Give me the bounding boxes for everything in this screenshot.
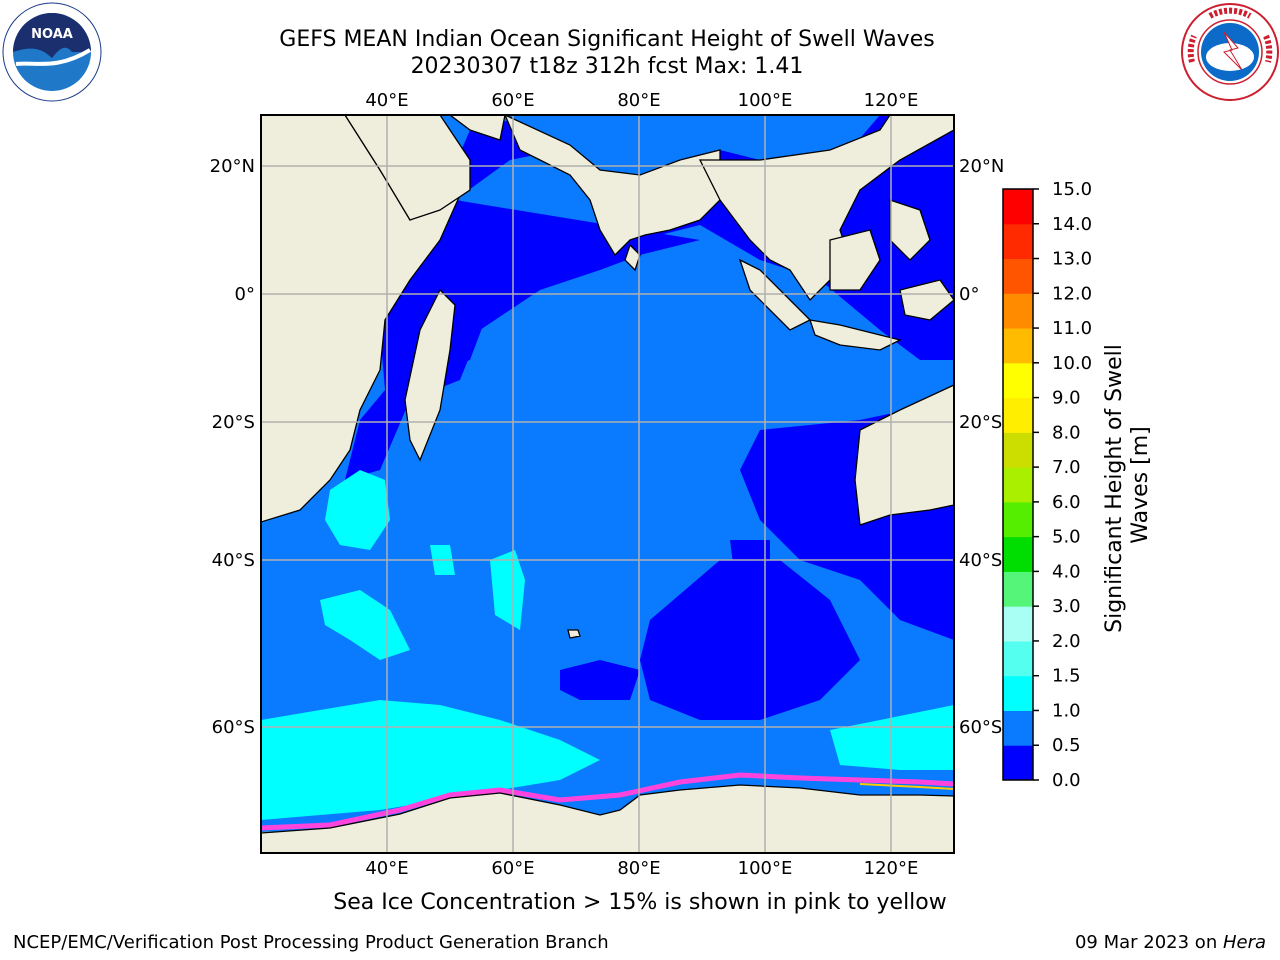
colorbar-tick-label: 1.0 <box>1052 700 1081 721</box>
footer-date: 09 Mar 2023 on Hera <box>1075 932 1266 953</box>
lon-label-top: 60°E <box>491 90 534 111</box>
colorbar-swatch <box>1003 293 1033 329</box>
colorbar-tick-label: 11.0 <box>1052 318 1092 339</box>
noaa-logo: NOAA <box>2 2 102 102</box>
colorbar-swatch <box>1003 745 1033 781</box>
colorbar-swatch <box>1003 223 1033 260</box>
colorbar-tick-label: 5.0 <box>1052 527 1081 548</box>
lat-label-right: 20°N <box>959 156 1004 177</box>
colorbar-tick-label: 13.0 <box>1052 249 1092 270</box>
footer-date-text: 09 Mar 2023 on <box>1074 932 1223 953</box>
footer-credit: NCEP/EMC/Verification Post Processing Pr… <box>13 932 609 953</box>
colorbar-label-line2: Waves [m] <box>1128 426 1153 543</box>
lon-label-bottom: 100°E <box>738 858 793 879</box>
colorbar-swatch <box>1003 606 1033 642</box>
land-masses <box>261 115 954 853</box>
colorbar-swatch <box>1003 536 1033 572</box>
nws-logo <box>1181 3 1279 101</box>
chart-title: GEFS MEAN Indian Ocean Significant Heigh… <box>279 27 935 52</box>
colorbar-tick-label: 14.0 <box>1052 214 1092 235</box>
lon-label-bottom: 80°E <box>617 858 660 879</box>
colorbar-tick-label: 10.0 <box>1052 353 1092 374</box>
colorbar-label: Significant Height of Swell Waves [m] <box>1102 337 1153 633</box>
colorbar-label-line1: Significant Height of Swell <box>1102 344 1127 633</box>
lat-label-right: 40°S <box>959 550 1002 571</box>
colorbar-tick-label: 0.5 <box>1052 735 1081 756</box>
colorbar-tick-label: 15.0 <box>1052 179 1092 200</box>
lon-label-top: 120°E <box>864 90 919 111</box>
lon-label-bottom: 120°E <box>864 858 919 879</box>
lon-label-bottom: 40°E <box>365 858 408 879</box>
lon-label-top: 40°E <box>365 90 408 111</box>
colorbar-frame <box>1002 188 1034 781</box>
lat-label-left: 40°S <box>212 550 255 571</box>
map-frame <box>260 114 955 854</box>
colorbar-tick-label: 2.0 <box>1052 631 1081 652</box>
svg-text:NOAA: NOAA <box>31 27 73 42</box>
lat-label-right: 20°S <box>959 412 1002 433</box>
colorbar-tick-label: 9.0 <box>1052 388 1081 409</box>
colorbar-tick-label: 3.0 <box>1052 596 1081 617</box>
footer-host: Hera <box>1222 932 1266 953</box>
colorbar-tick-label: 8.0 <box>1052 422 1081 443</box>
colorbar-swatch <box>1003 640 1033 677</box>
colorbar-swatch <box>1003 397 1033 433</box>
lon-label-top: 80°E <box>617 90 660 111</box>
colorbar-tick-label: 6.0 <box>1052 492 1081 513</box>
colorbar-swatch <box>1003 189 1033 225</box>
colorbar-swatch <box>1003 258 1033 294</box>
colorbar-swatch <box>1003 675 1033 711</box>
colorbar-swatch <box>1003 467 1033 503</box>
colorbar-swatch <box>1003 571 1033 607</box>
colorbar-tick-label: 12.0 <box>1052 283 1092 304</box>
colorbar-tick-label: 1.5 <box>1052 666 1081 687</box>
chart-subtitle: 20230307 t18z 312h fcst Max: 1.41 <box>410 54 804 79</box>
lon-label-top: 100°E <box>738 90 793 111</box>
colorbar-swatch <box>1003 362 1033 399</box>
lat-label-left: 0° <box>235 284 255 305</box>
colorbar-tick-label: 4.0 <box>1052 561 1081 582</box>
lat-label-right: 0° <box>959 284 979 305</box>
lat-label-right: 60°S <box>959 717 1002 738</box>
colorbar-swatch <box>1003 501 1033 538</box>
colorbar-swatch <box>1003 328 1033 364</box>
sea-ice-note: Sea Ice Concentration > 15% is shown in … <box>333 890 947 915</box>
colorbar-tick-label: 0.0 <box>1052 770 1081 791</box>
colorbar-swatch <box>1003 710 1033 746</box>
colorbar: 0.0 0.5 1.0 1.5 2.0 3.0 4.0 5.0 6.0 7.0 8.0 9.0 10.0… <box>1003 179 1092 791</box>
graticule <box>261 115 954 853</box>
high-swell-regions <box>261 470 954 820</box>
colorbar-tick-label: 7.0 <box>1052 457 1081 478</box>
lon-label-bottom: 60°E <box>491 858 534 879</box>
lat-label-left: 20°N <box>210 156 255 177</box>
lat-label-left: 20°S <box>212 412 255 433</box>
colorbar-swatch <box>1003 432 1033 468</box>
lat-label-left: 60°S <box>212 717 255 738</box>
